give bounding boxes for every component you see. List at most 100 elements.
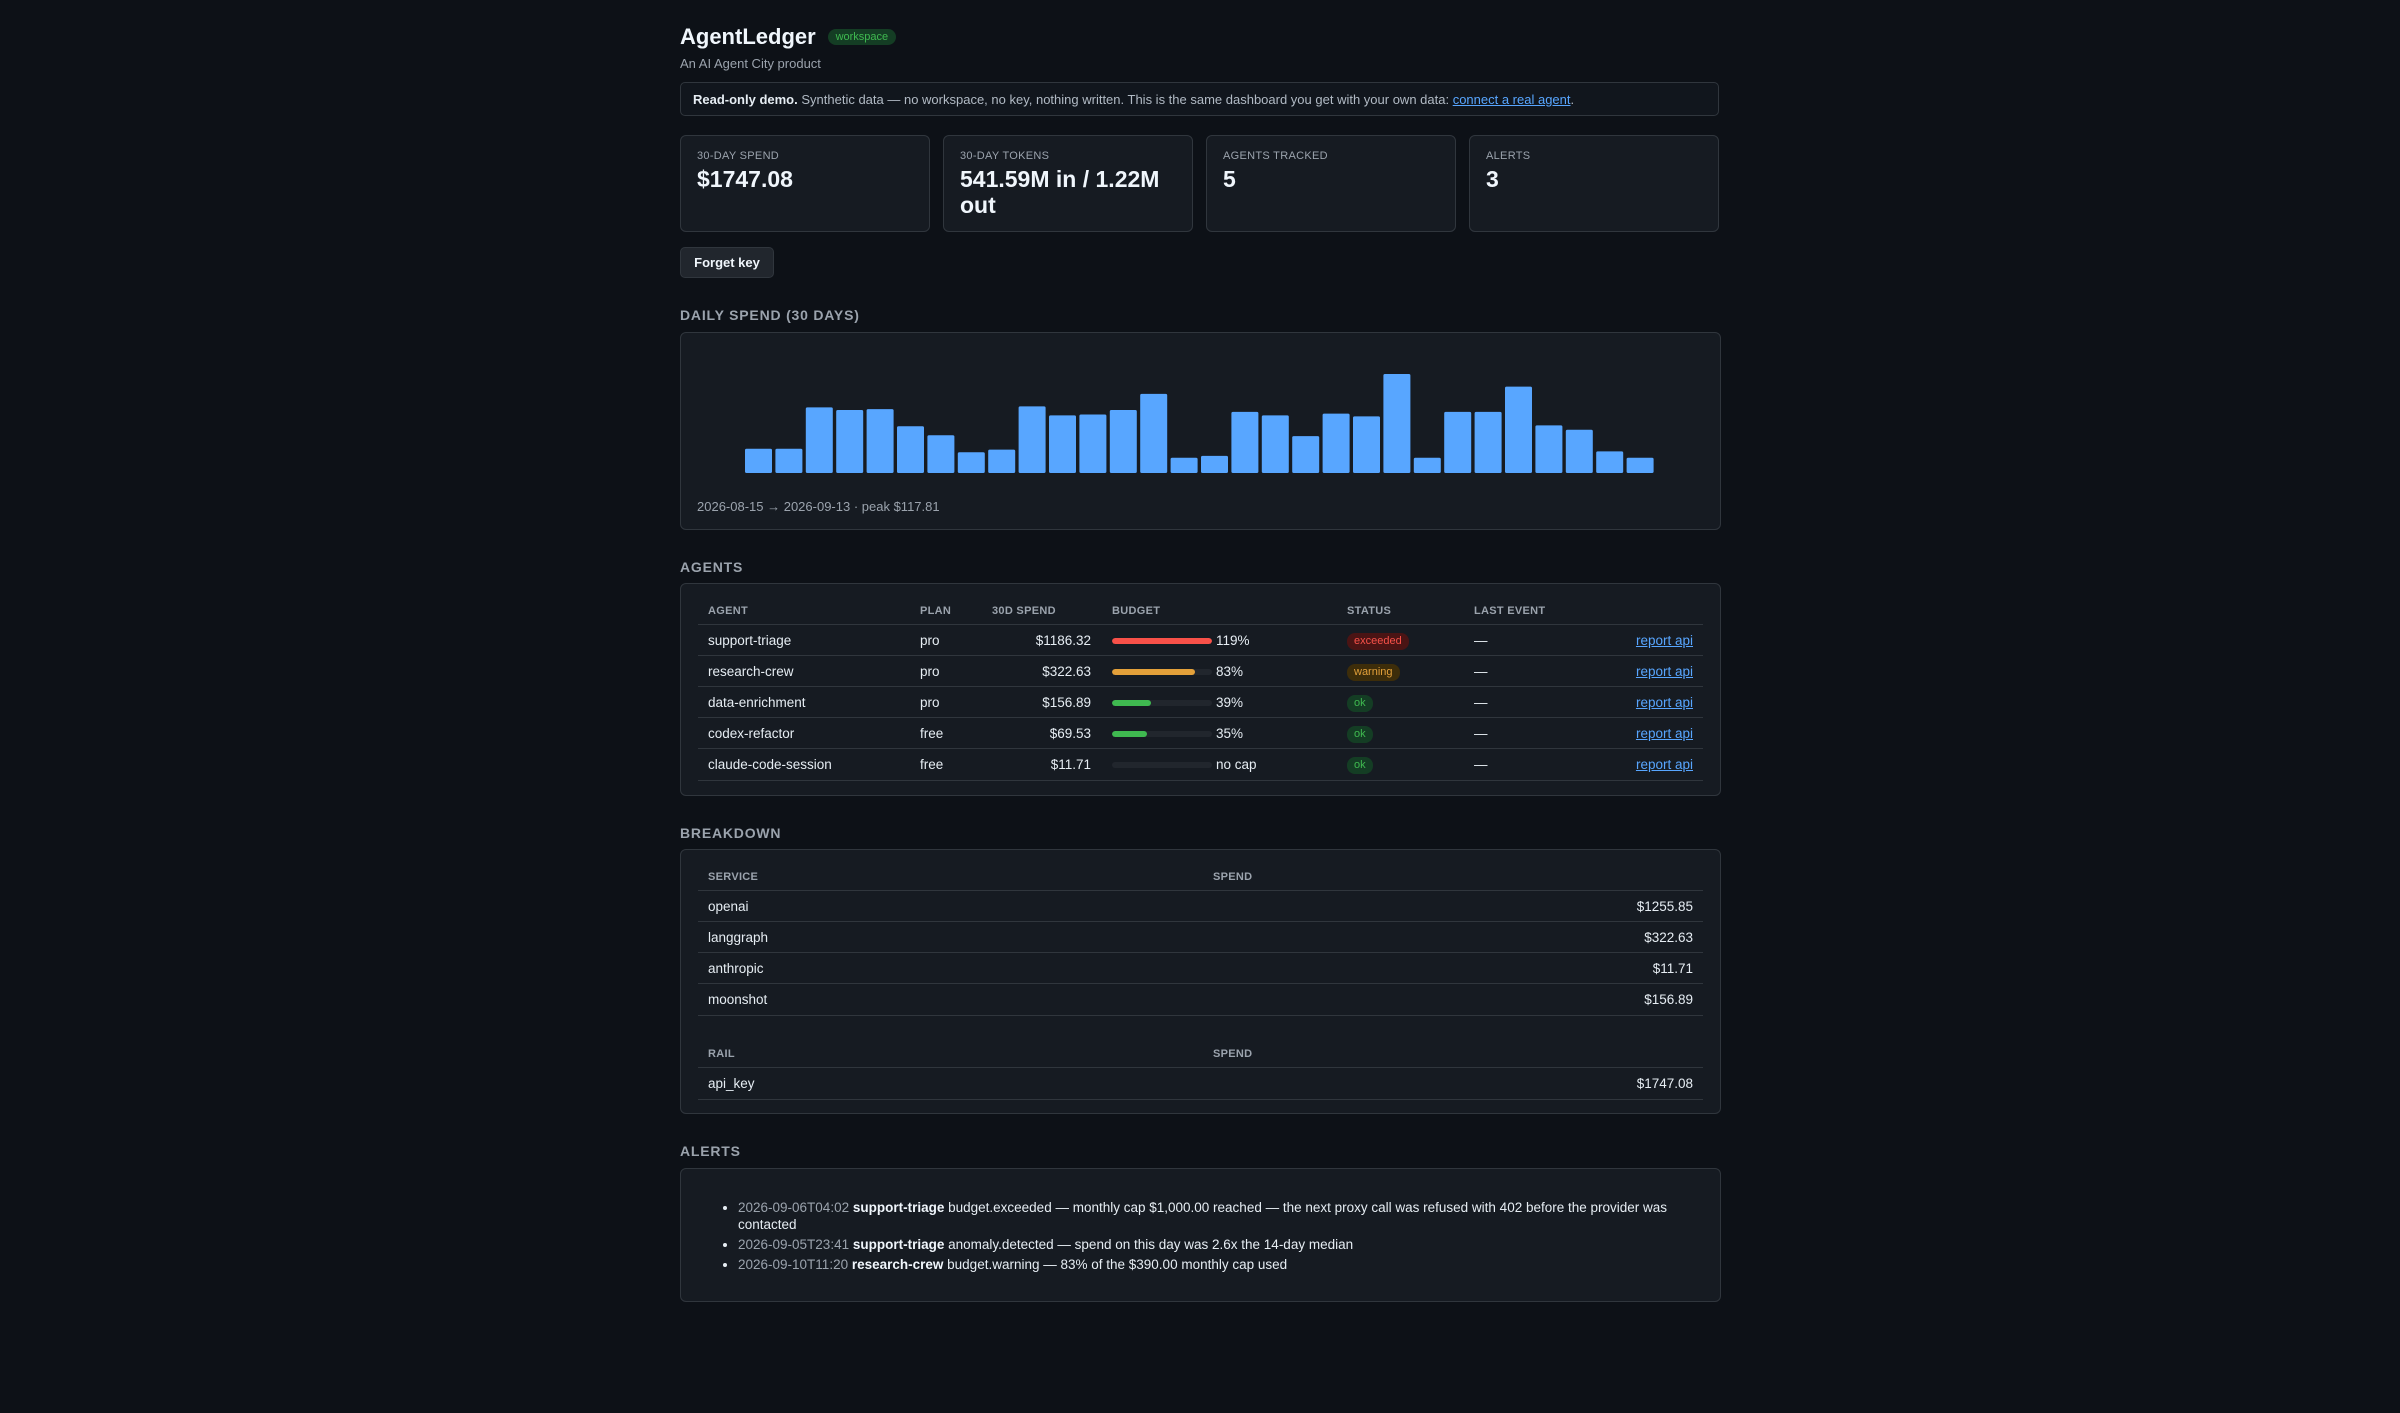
status-badge: ok [1347, 726, 1373, 743]
budget-bar-fill [1112, 700, 1151, 706]
agent-plan: pro [920, 695, 940, 710]
daily-spend-bar [1596, 451, 1624, 473]
agent-spend: $11.71 [1050, 757, 1091, 772]
status-badge: ok [1347, 695, 1373, 712]
budget-percent: 39% [1216, 695, 1244, 710]
chart-footer: 2026-08-15 → 2026-09-13 · peak $117.81 [697, 499, 940, 514]
budget-bar [1112, 762, 1212, 768]
daily-spend-panel: 2026-08-15 → 2026-09-13 · peak $117.81 [680, 332, 1721, 530]
budget-bar [1112, 669, 1212, 675]
stat-label: Agents tracked [1223, 150, 1328, 162]
alert-agent: research-crew [851, 1257, 944, 1272]
daily-spend-bar [1353, 416, 1380, 473]
last-event: — [1474, 757, 1488, 772]
section-title-agents: Agents [680, 559, 744, 575]
agent-name: claude-code-session [708, 757, 832, 772]
daily-spend-bar [1049, 415, 1076, 473]
daily-spend-bar [957, 452, 985, 473]
brand-title: AgentLedger [680, 24, 816, 49]
daily-spend-chart [745, 374, 1654, 473]
service-row-spend: $322.63 [1644, 930, 1693, 945]
service-row-name: langgraph [708, 930, 769, 945]
stat-card-spend: 30-day spend $1747.08 [680, 135, 930, 232]
alert-timestamp: 2026-09-06T04:02 [738, 1200, 853, 1215]
service-row: langgraph $322.63 [698, 921, 1703, 953]
report-api-link[interactable]: report api [1635, 633, 1693, 648]
agent-spend: $322.63 [1042, 664, 1091, 679]
service-row-spend: $11.71 [1652, 961, 1693, 976]
rail-row-spend: $1747.08 [1636, 1076, 1693, 1091]
col-header-status: Status [1347, 605, 1392, 617]
last-event: — [1474, 633, 1488, 648]
report-api-link[interactable]: report api [1635, 664, 1693, 679]
alert-message: budget.exceeded — monthly cap $1,000.00 … [738, 1200, 1668, 1232]
daily-spend-bar [1018, 406, 1046, 473]
alert-agent: support-triage [852, 1237, 945, 1252]
alerts-panel: 2026-09-06T04:02 support-triage budget.e… [680, 1168, 1721, 1302]
budget-bar [1112, 638, 1212, 644]
forget-key-button[interactable]: Forget key [680, 247, 774, 278]
report-api-link[interactable]: report api [1635, 726, 1693, 741]
col-header-rail: Rail [708, 1048, 735, 1060]
daily-spend-bar [927, 435, 955, 473]
stat-label: 30-day spend [697, 150, 780, 162]
agent-spend: $1186.32 [1035, 633, 1091, 648]
stat-value: $1747.08 [697, 166, 793, 192]
agents-panel: Agent Plan 30d spend Budget Status Last … [680, 583, 1721, 796]
col-header-agent: Agent [708, 605, 748, 617]
daily-spend-bar [1109, 410, 1137, 473]
last-event: — [1474, 664, 1488, 679]
col-header-spend: 30d spend [992, 605, 1056, 617]
demo-banner: Read-only demo. Synthetic data — no work… [680, 82, 1719, 116]
banner-strong: Read-only demo. [693, 92, 798, 107]
budget-bar [1112, 700, 1212, 706]
report-api-link[interactable]: report api [1635, 695, 1693, 710]
alerts-list: 2026-09-06T04:02 support-triage budget.e… [681, 1199, 1680, 1276]
service-row-name: anthropic [708, 961, 764, 976]
report-api-link[interactable]: report api [1635, 757, 1693, 772]
status-badge: exceeded [1347, 633, 1409, 650]
last-event: — [1474, 695, 1488, 710]
banner-text: Synthetic data — no workspace, no key, n… [797, 92, 1453, 107]
daily-spend-bar [1626, 457, 1654, 473]
rail-row: api_key $1747.08 [698, 1067, 1703, 1100]
daily-spend-bar [775, 448, 803, 473]
budget-bar-fill [1112, 638, 1212, 644]
alert-item: 2026-09-10T11:20 research-crew budget.wa… [738, 1256, 1680, 1273]
agent-plan: free [920, 757, 944, 772]
service-row-name: moonshot [708, 992, 768, 1007]
table-row: research-crew pro $322.63 83% warning — report… [698, 655, 1703, 687]
agent-name: data-enrichment [708, 695, 806, 710]
daily-spend-bar [1231, 411, 1259, 473]
daily-spend-bar [1565, 429, 1593, 473]
stat-card-agents: Agents tracked 5 [1206, 135, 1456, 232]
budget-bar-fill [1112, 731, 1147, 737]
stat-value: 3 [1486, 166, 1499, 192]
service-row-spend: $156.89 [1644, 992, 1693, 1007]
connect-agent-link[interactable]: connect a real agent [1452, 92, 1571, 107]
status-cell: exceeded [1347, 632, 1409, 650]
daily-spend-bar [1170, 457, 1198, 473]
budget-percent: 35% [1216, 726, 1244, 741]
agents-table: Agent Plan 30d spend Budget Status Last … [698, 584, 1703, 797]
daily-spend-bar [1444, 411, 1472, 473]
table-row: support-triage pro $1186.32 119% exceeded — re… [698, 624, 1703, 656]
banner-end: . [1570, 92, 1575, 107]
service-row: moonshot $156.89 [698, 983, 1703, 1016]
alert-item: 2026-09-05T23:41 support-triage anomaly.… [738, 1236, 1680, 1253]
workspace-badge: workspace [827, 29, 897, 45]
agent-spend: $69.53 [1049, 726, 1091, 741]
stat-label: 30-day tokens [960, 150, 1050, 162]
stat-value: 541.59M in / 1.22M out [960, 166, 1160, 218]
col-header-service-spend: Spend [1213, 871, 1253, 883]
col-header-budget: Budget [1112, 605, 1161, 617]
agent-plan: pro [920, 633, 940, 648]
status-cell: ok [1347, 694, 1373, 712]
agent-name: codex-refactor [708, 726, 795, 741]
alert-item: 2026-09-06T04:02 support-triage budget.e… [738, 1199, 1680, 1233]
col-header-service: Service [708, 871, 759, 883]
budget-bar [1112, 731, 1212, 737]
stat-label: Alerts [1486, 150, 1531, 162]
alert-timestamp: 2026-09-05T23:41 [738, 1237, 853, 1252]
daily-spend-bar [1474, 411, 1502, 473]
